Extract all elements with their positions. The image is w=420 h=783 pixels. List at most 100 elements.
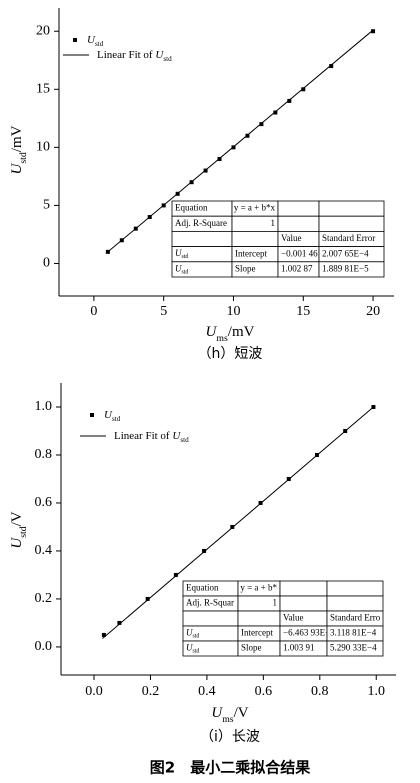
- data-point: [287, 98, 292, 103]
- y-tick-label: 15: [36, 82, 50, 97]
- table-cell: [318, 261, 385, 278]
- data-point: [301, 87, 306, 92]
- table-text: Ustd: [186, 643, 199, 655]
- table-cell: [318, 200, 385, 217]
- y-tick-label: 0.4: [35, 543, 53, 558]
- table-text: 3.118 81E−4: [330, 628, 377, 638]
- table-cell: [326, 580, 384, 597]
- table-cell: [231, 230, 279, 247]
- table-text: y = a + b*: [240, 583, 277, 593]
- text-part: Linear Fit of: [97, 49, 155, 61]
- data-point: [101, 632, 106, 637]
- x-axis-title: Ums/mV: [206, 324, 255, 343]
- data-point: [145, 596, 150, 601]
- x-tick-label: 5: [160, 304, 167, 319]
- legend-label: Ustd: [104, 409, 121, 423]
- y-axis-title: Ustd/V: [9, 511, 28, 548]
- italic-part: U: [186, 643, 193, 653]
- table-text: Standard Error: [322, 233, 375, 243]
- italic-part: U: [172, 430, 181, 442]
- table-cell: [326, 640, 384, 657]
- subscript: std: [112, 415, 121, 423]
- legend-label: Linear Fit of Ustd: [114, 430, 189, 444]
- subscript: std: [163, 55, 172, 63]
- table-text: 1: [273, 598, 278, 608]
- y-tick-label: 0.0: [35, 639, 53, 654]
- x-tick-label: 0.8: [311, 684, 329, 699]
- data-point: [259, 122, 264, 127]
- table-text: 1: [271, 218, 276, 228]
- table-cell: [237, 610, 281, 627]
- subscript: std: [18, 152, 29, 164]
- table-text: Equation: [175, 203, 208, 213]
- table-text: 1.002 87: [281, 263, 313, 273]
- y-tick-label: 0.8: [35, 447, 53, 462]
- table-text: Value: [283, 613, 304, 623]
- x-tick-label: 1.0: [367, 684, 385, 699]
- chart-caption: （h）短波: [198, 346, 263, 362]
- table-text: Intercept: [235, 248, 267, 258]
- subscript: std: [182, 255, 189, 261]
- table-cell: [277, 200, 320, 217]
- fit-line: [106, 29, 374, 254]
- y-tick-label: 10: [36, 140, 50, 155]
- italic-part: U: [9, 162, 25, 174]
- italic-part: U: [186, 628, 193, 638]
- data-point: [117, 620, 122, 625]
- data-point: [329, 64, 334, 69]
- table-text: Standard Erro: [330, 613, 381, 623]
- figure-caption: 图2 最小二乘拟合结果: [150, 759, 311, 777]
- subscript: ms: [222, 714, 234, 725]
- data-point: [202, 548, 207, 553]
- table-text: 1.003 91: [283, 643, 315, 653]
- subscript: std: [182, 270, 189, 276]
- table-cell: [279, 595, 328, 612]
- subscript: ms: [216, 333, 228, 344]
- y-tick-label: 1.0: [35, 399, 53, 414]
- table-text: Slope: [241, 643, 262, 653]
- y-tick-label: 0.6: [35, 495, 53, 510]
- subscript: std: [193, 634, 200, 640]
- legend-label: Ustd: [87, 34, 104, 48]
- x-tick-label: 0: [90, 304, 97, 319]
- table-text: Intercept: [241, 628, 273, 638]
- x-tick-label: 0.2: [142, 684, 160, 699]
- italic-part: U: [211, 705, 223, 721]
- table-cell: [182, 610, 239, 627]
- subscript: std: [193, 649, 200, 655]
- table-text: Ustd: [186, 628, 199, 640]
- legend-marker: [73, 38, 77, 42]
- text-part: /mV: [228, 324, 255, 340]
- text-part: /mV: [9, 125, 25, 152]
- italic-part: U: [206, 324, 218, 340]
- data-point: [371, 29, 376, 34]
- text-part: /V: [234, 705, 249, 721]
- italic-part: U: [175, 263, 182, 273]
- italic-part: U: [87, 34, 96, 46]
- italic-part: U: [9, 537, 25, 549]
- italic-part: U: [104, 409, 113, 421]
- x-axis-title: Ums/V: [211, 705, 248, 724]
- table-text: Ustd: [175, 248, 188, 260]
- table-cell: [326, 595, 384, 612]
- legend-marker: [90, 413, 94, 417]
- italic-part: U: [155, 49, 164, 61]
- subscript: std: [180, 436, 189, 444]
- table-cell: [171, 230, 233, 247]
- chart-caption: （i）长波: [200, 729, 260, 745]
- x-tick-label: 0.4: [198, 684, 216, 699]
- table-text: Ustd: [175, 263, 188, 275]
- x-tick-label: 10: [226, 304, 240, 319]
- table-cell: [277, 215, 320, 232]
- x-tick-label: 20: [366, 304, 380, 319]
- x-tick-label: 0.0: [85, 684, 103, 699]
- data-point: [173, 572, 178, 577]
- y-tick-label: 5: [43, 198, 50, 213]
- table-text: Slope: [235, 263, 256, 273]
- table-text: y = a + b*x: [234, 203, 276, 213]
- legend-label: Linear Fit of Ustd: [97, 49, 172, 63]
- fit-line: [102, 406, 374, 639]
- table-text: Equation: [186, 583, 219, 593]
- table-text: Adj. R-Square: [175, 218, 227, 228]
